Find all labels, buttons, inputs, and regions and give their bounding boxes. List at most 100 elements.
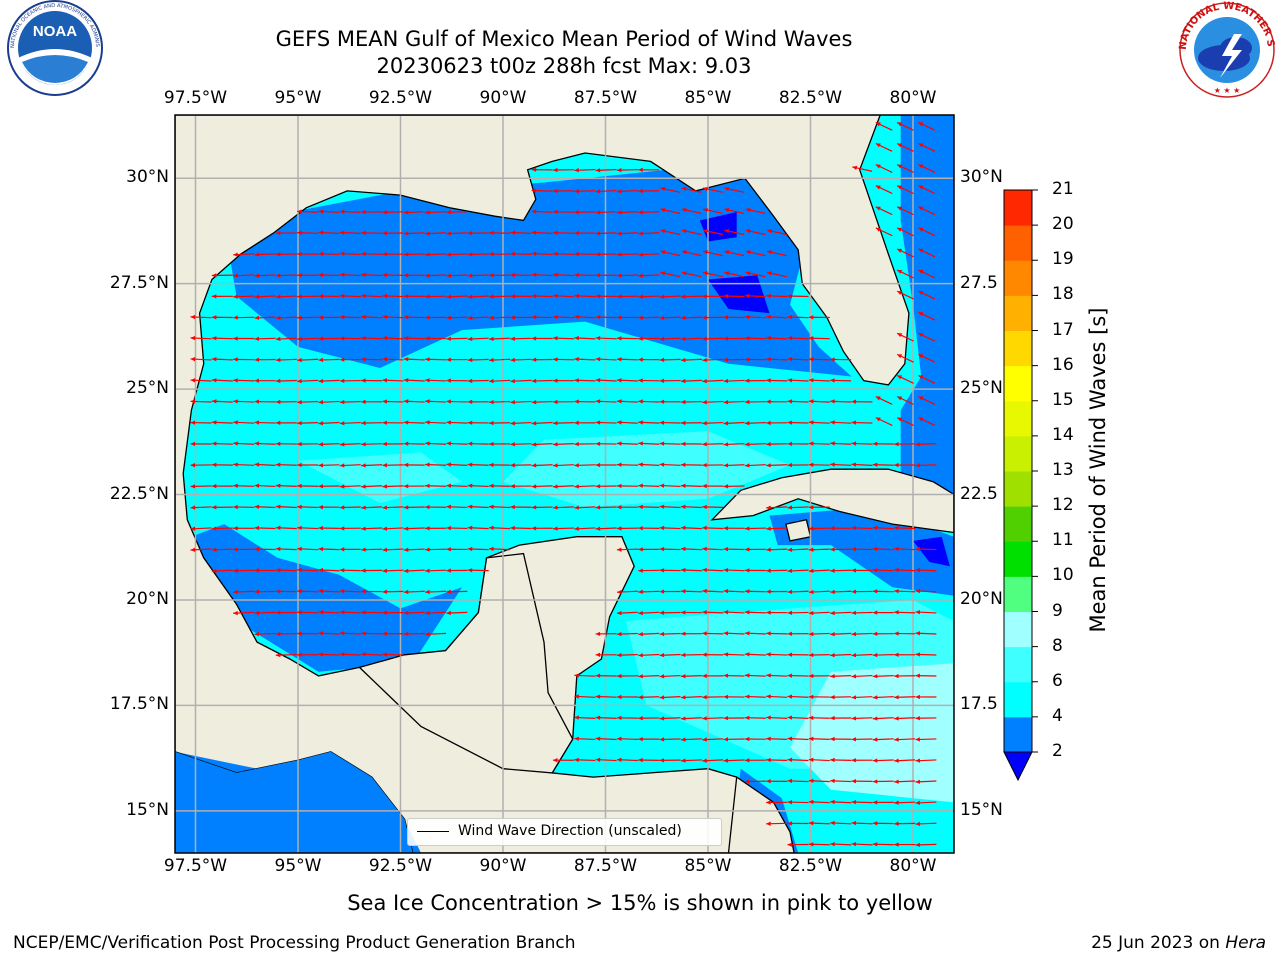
wind-wave-arrow (595, 210, 617, 215)
wind-wave-arrow (915, 631, 937, 636)
wind-wave-arrow (595, 399, 617, 404)
wind-wave-arrow (595, 273, 617, 278)
wind-wave-arrow (361, 610, 383, 615)
wind-wave-arrow (830, 526, 852, 531)
wind-wave-arrow (382, 399, 404, 404)
wind-wave-arrow (616, 315, 638, 320)
colorbar-tick-label: 6 (1052, 670, 1063, 691)
wind-wave-arrow (297, 483, 319, 489)
wind-wave-arrow (872, 610, 894, 615)
wind-wave-arrow (616, 462, 638, 467)
wind-wave-arrow (638, 399, 660, 404)
wind-wave-arrow (254, 378, 276, 383)
pacific-ocean (175, 751, 413, 853)
wind-wave-arrow (660, 229, 681, 236)
wind-wave-arrow (190, 420, 212, 425)
wind-wave-arrow (680, 610, 702, 615)
wind-wave-arrow (875, 142, 893, 152)
wind-wave-arrow (918, 311, 936, 321)
wind-wave-arrow (488, 251, 511, 257)
wind-wave-arrow (552, 230, 574, 235)
wind-wave-arrow (595, 168, 617, 173)
wind-wave-arrow (659, 420, 681, 425)
wind-wave-arrow (211, 420, 233, 425)
wind-wave-arrow (403, 399, 425, 404)
wind-wave-arrow (574, 736, 596, 741)
nws-logo: NATIONAL WEATHER SERVICE ★ ★ ★ (1172, 0, 1276, 98)
wind-wave-arrow (489, 357, 511, 363)
wind-wave-arrow (616, 715, 638, 721)
wind-wave-arrow (574, 357, 596, 362)
colorbar-tick-label: 20 (1052, 214, 1074, 235)
wind-wave-arrow (872, 546, 894, 552)
wind-wave-arrow (702, 315, 724, 320)
lon-label-bottom: 95°W (274, 856, 322, 876)
wind-wave-arrow (638, 674, 660, 679)
wind-wave-arrow (254, 315, 276, 320)
wind-wave-arrow (830, 799, 852, 805)
lon-label-top: 90°W (479, 88, 527, 108)
wind-wave-arrow (318, 588, 340, 594)
wind-wave-arrow (574, 715, 596, 720)
wind-wave-arrow (233, 399, 255, 404)
wind-wave-arrow (318, 504, 340, 510)
wind-wave-arrow (766, 800, 788, 805)
lat-label-right: 25°N (960, 378, 1003, 399)
colorbar-segment (1004, 506, 1032, 542)
wind-wave-arrow (659, 674, 681, 679)
wind-wave-arrow (297, 273, 319, 278)
lon-label-bottom: 92.5°W (368, 856, 433, 876)
wind-wave-arrow (744, 694, 766, 699)
colorbar-tick-label: 2 (1052, 741, 1063, 761)
wind-wave-arrow (616, 189, 638, 194)
wind-wave-arrow (297, 230, 319, 235)
wind-wave-arrow (595, 505, 617, 510)
wind-wave-arrow (875, 206, 893, 216)
wind-wave-arrow (531, 251, 553, 256)
wind-wave-arrow (744, 293, 766, 299)
wind-wave-arrow (787, 356, 809, 362)
wind-wave-arrow (766, 652, 788, 657)
wind-wave-arrow (616, 210, 638, 215)
wind-wave-arrow (318, 400, 340, 405)
wind-wave-arrow (574, 272, 596, 278)
colorbar-segment (1004, 435, 1032, 472)
wind-wave-arrow (918, 417, 936, 427)
wind-wave-arrow (830, 674, 852, 679)
wind-wave-arrow (211, 483, 233, 489)
wind-wave-arrow (318, 251, 340, 256)
wind-wave-arrow (830, 653, 852, 658)
wind-wave-arrow (744, 779, 766, 784)
wind-wave-arrow (723, 442, 745, 447)
chart-title: GEFS MEAN Gulf of Mexico Mean Period of … (275, 27, 853, 51)
wind-wave-arrow (872, 821, 894, 826)
wind-wave-arrow (872, 716, 894, 721)
wind-wave-arrow (275, 610, 297, 615)
wind-wave-arrow (233, 547, 255, 552)
wind-wave-arrow (275, 252, 297, 257)
wind-wave-arrow (361, 209, 383, 215)
wind-wave-arrow (339, 293, 361, 299)
wind-wave-arrow (616, 505, 638, 510)
wind-wave-arrow (467, 546, 489, 552)
wind-wave-arrow (361, 442, 383, 447)
wind-wave-arrow (681, 271, 702, 278)
wind-wave-arrow (190, 462, 212, 468)
wind-wave-arrow (488, 420, 511, 426)
wind-wave-arrow (425, 504, 447, 510)
wind-wave-arrow (872, 737, 894, 742)
wind-wave-arrow (918, 248, 936, 258)
wind-wave-arrow (766, 757, 788, 763)
wind-wave-arrow (766, 420, 788, 426)
wind-wave-arrow (808, 315, 830, 320)
wind-wave-arrow (595, 715, 617, 720)
wind-wave-arrow (894, 842, 916, 847)
wind-wave-arrow (723, 400, 745, 405)
wind-wave-arrow (808, 736, 830, 741)
wind-wave-arrow (808, 757, 830, 762)
wind-wave-arrow (531, 463, 553, 468)
wind-wave-arrow (488, 441, 511, 447)
wind-wave-arrow (638, 188, 660, 194)
wind-wave-arrow (425, 315, 447, 320)
wind-wave-arrow (787, 842, 809, 847)
